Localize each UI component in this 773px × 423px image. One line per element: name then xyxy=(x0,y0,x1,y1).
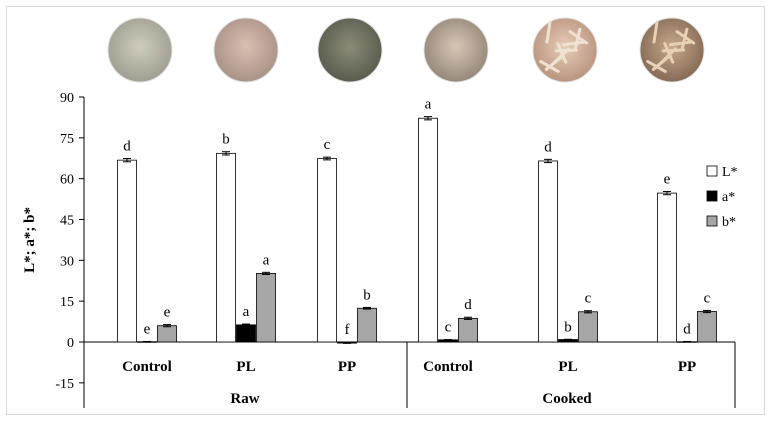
bar-lstar xyxy=(216,152,236,343)
bar-bstar xyxy=(357,307,377,343)
significance-letter: b xyxy=(363,287,371,303)
bar-lstar xyxy=(117,159,137,343)
noodle-strand xyxy=(544,55,564,71)
noodle-strand xyxy=(675,30,696,45)
significance-letter: b xyxy=(564,319,572,335)
y-tick-label: 45 xyxy=(60,214,74,229)
cooked-control-sample xyxy=(423,17,489,83)
noodle-strand xyxy=(573,27,582,51)
significance-letter: a xyxy=(263,252,270,268)
bar-lstar xyxy=(317,158,337,343)
significance-letter: c xyxy=(704,290,711,306)
significance-letter: c xyxy=(585,291,592,307)
significance-letter: b xyxy=(222,132,230,148)
noodle-strand xyxy=(561,40,585,47)
legend-label: L* xyxy=(722,165,738,180)
bar-astar xyxy=(236,324,256,343)
noodle-strand xyxy=(680,27,689,51)
raw-pl-sample xyxy=(213,17,279,83)
significance-letter: d xyxy=(123,139,131,155)
legend-swatch xyxy=(706,165,718,177)
category-label: Control xyxy=(423,359,473,375)
group-label: Cooked xyxy=(542,391,592,407)
noodle-strand xyxy=(556,42,568,64)
legend-swatch xyxy=(706,190,718,202)
significance-letter: a xyxy=(243,304,250,320)
significance-letter: e xyxy=(164,305,171,321)
legend-swatch xyxy=(706,215,718,227)
bar-bstar xyxy=(578,311,598,343)
y-tick-label: 15 xyxy=(60,295,74,310)
bar-bstar xyxy=(458,317,478,343)
y-axis-title: L*; a*; b* xyxy=(22,207,38,273)
y-tick-label: 30 xyxy=(60,254,74,269)
significance-letter: d xyxy=(683,321,691,337)
y-tick-label: 90 xyxy=(60,91,74,106)
category-label: Control xyxy=(122,359,172,375)
category-label: PL xyxy=(236,359,255,375)
raw-control-sample xyxy=(107,17,173,83)
y-tick-label: 75 xyxy=(60,132,74,147)
bar-bstar xyxy=(697,311,717,343)
legend-label: b* xyxy=(722,215,736,230)
legend-label: a* xyxy=(722,190,735,205)
bar-bstar xyxy=(256,272,276,343)
noodle-strand xyxy=(663,42,675,64)
noodle-strand xyxy=(554,48,578,53)
significance-letter: d xyxy=(544,139,552,155)
group-label: Raw xyxy=(230,391,259,407)
significance-letter: a xyxy=(425,97,432,113)
bar-lstar xyxy=(418,117,438,343)
bar-lstar xyxy=(538,160,558,343)
bar-lstar xyxy=(657,192,677,343)
significance-letter: c xyxy=(445,320,452,336)
significance-letter: c xyxy=(324,137,331,153)
y-tick-label: 60 xyxy=(60,173,74,188)
noodle-strand xyxy=(568,30,589,45)
bar-bstar xyxy=(157,325,177,343)
y-tick-label: -15 xyxy=(55,377,74,392)
category-label: PP xyxy=(338,359,356,375)
noodle-strand xyxy=(668,40,692,47)
significance-letter: d xyxy=(464,297,472,313)
noodle-strand xyxy=(652,20,659,44)
category-label: PL xyxy=(558,359,577,375)
noodle-strand xyxy=(545,20,552,44)
noodle-strand xyxy=(651,55,671,71)
raw-pp-sample xyxy=(317,17,383,83)
y-tick-label: 0 xyxy=(67,336,74,351)
significance-letter: f xyxy=(345,322,350,338)
noodle-strand xyxy=(661,48,685,53)
category-label: PP xyxy=(678,359,696,375)
significance-letter: e xyxy=(664,171,671,187)
significance-letter: e xyxy=(144,321,151,337)
